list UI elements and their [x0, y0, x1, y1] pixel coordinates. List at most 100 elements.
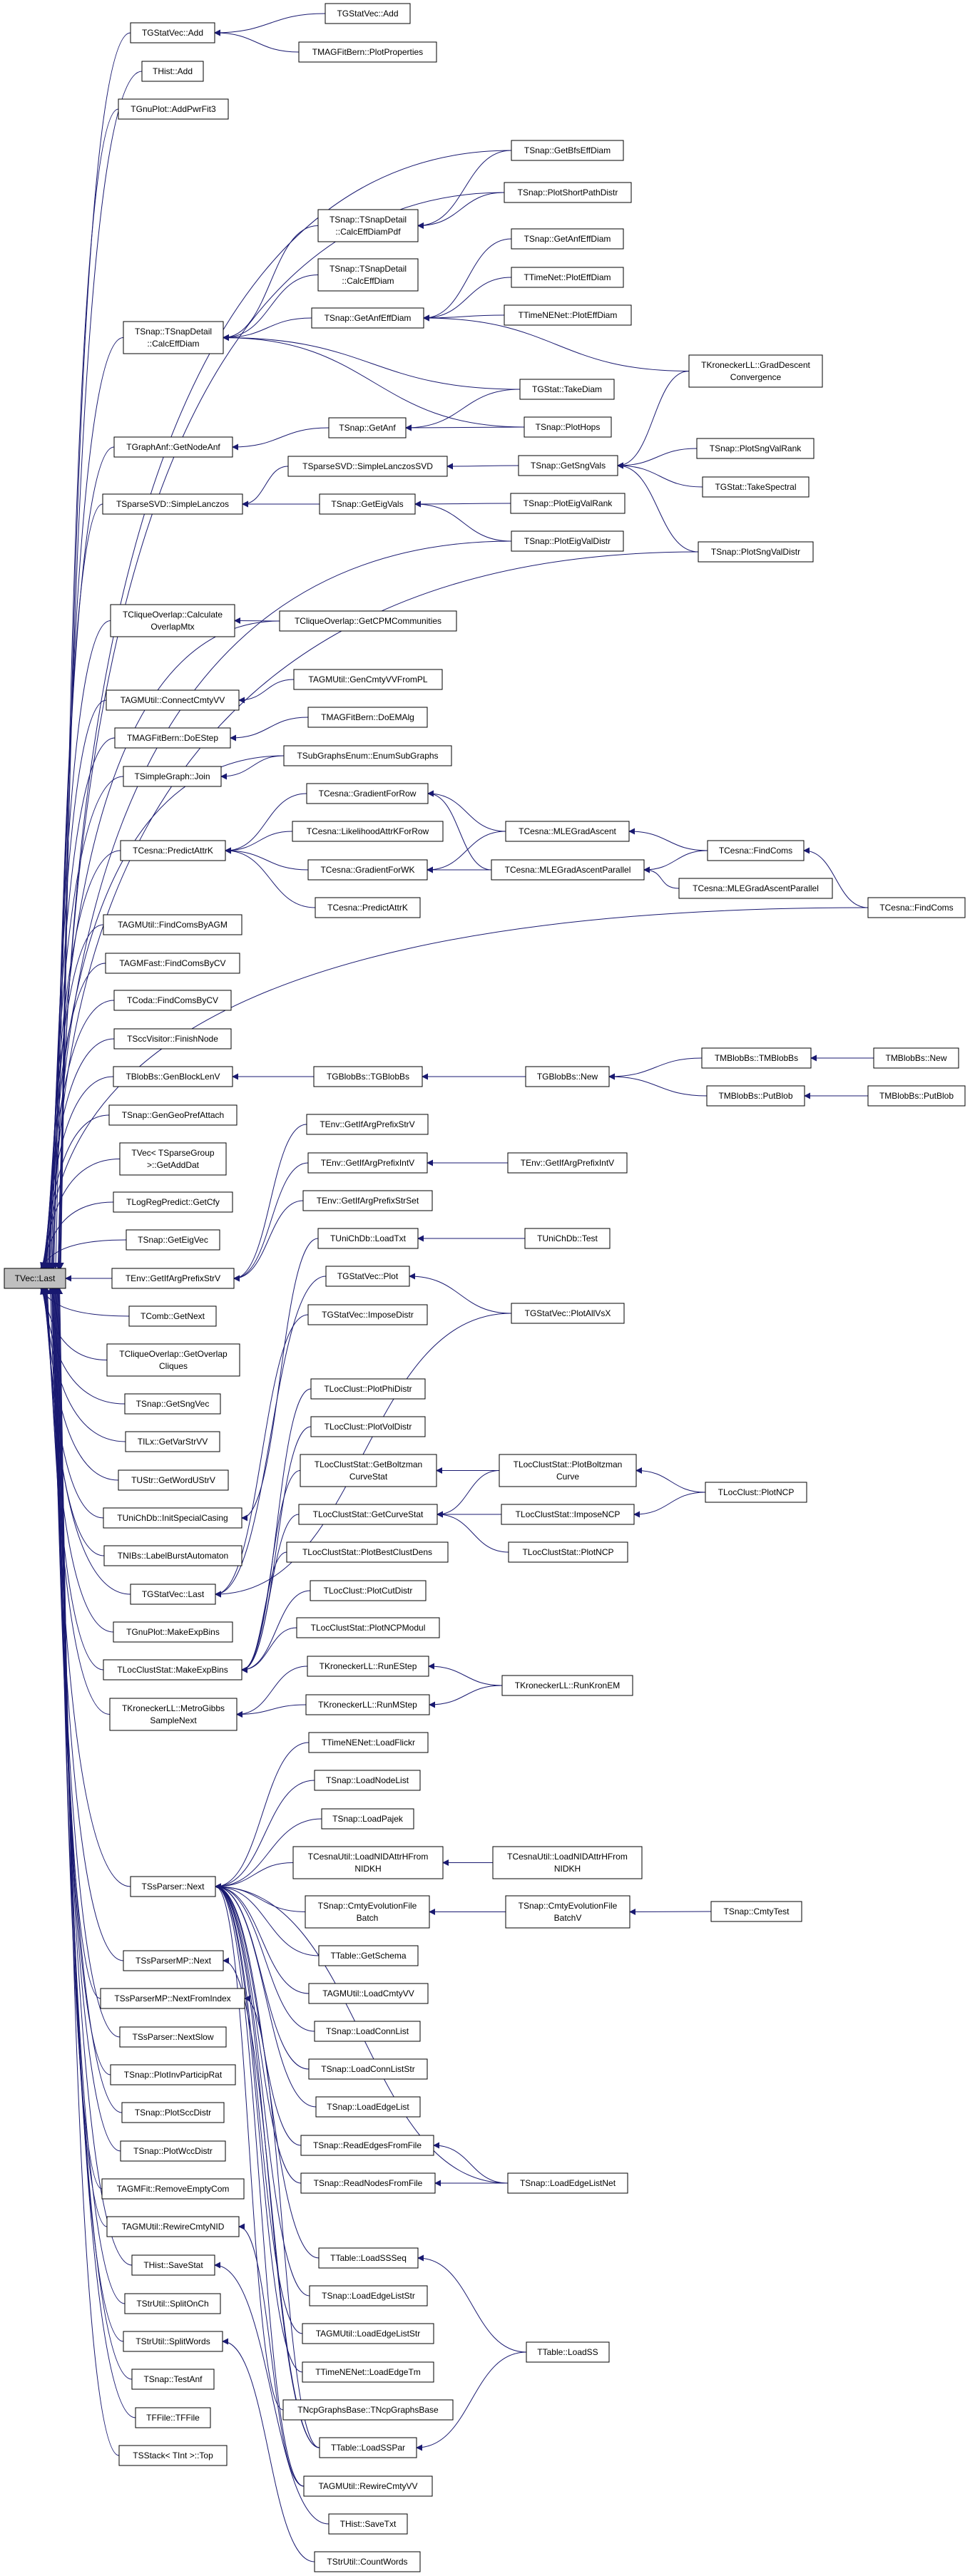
- graph-node-ncpBase[interactable]: TNcpGraphsBase::TNcpGraphsBase: [282, 2399, 454, 2421]
- graph-node-cpmComm[interactable]: TCliqueOverlap::GetCPMCommunities: [279, 610, 457, 632]
- graph-node-uniTest[interactable]: TUniChDb::Test: [524, 1228, 611, 1249]
- graph-node-gsvAllVsX[interactable]: TGStatVec::PlotAllVsX: [511, 1303, 625, 1324]
- graph-node-nextSlow[interactable]: TSsParser::NextSlow: [119, 2026, 227, 2048]
- graph-node-testAnf[interactable]: TSnap::TestAnf: [131, 2369, 215, 2390]
- graph-node-mblobCtor[interactable]: TMBlobBs::TMBlobBs: [701, 1047, 812, 1069]
- graph-node-eigVec[interactable]: TSnap::GetEigVec: [126, 1229, 220, 1251]
- graph-node-tnenPlotEff[interactable]: TTimeNENet::PlotEffDiam: [504, 304, 632, 326]
- graph-node-envStrV2[interactable]: TEnv::GetIfArgPrefixStrV: [306, 1114, 429, 1135]
- graph-node-getAddDat[interactable]: TVec< TSparseGroup>::GetAddDat: [119, 1142, 227, 1176]
- graph-node-predK2[interactable]: TCesna::PredictAttrK: [315, 897, 421, 918]
- graph-node-gsvLast[interactable]: TGStatVec::Last: [130, 1584, 216, 1605]
- graph-node-flickr[interactable]: TTimeNENet::LoadFlickr: [308, 1732, 429, 1753]
- graph-node-logReg[interactable]: TLogRegPredict::GetCfy: [113, 1191, 233, 1213]
- graph-node-mleGAP4[interactable]: TCesna::MLEGradAscentParallel: [678, 878, 833, 899]
- graph-node-runKron[interactable]: TKroneckerLL::RunKronEM: [501, 1675, 633, 1696]
- graph-node-saveTxt[interactable]: THist::SaveTxt: [328, 2513, 408, 2535]
- graph-node-histAdd[interactable]: THist::Add: [141, 61, 204, 82]
- graph-node-cutDistr[interactable]: TLocClust::PlotCutDistr: [310, 1580, 427, 1601]
- graph-node-anfEff3[interactable]: TSnap::GetAnfEffDiam: [511, 228, 624, 250]
- graph-node-gblobNew[interactable]: TGBlobBs::New: [525, 1066, 610, 1087]
- graph-node-edgeListNet[interactable]: TSnap::LoadEdgeListNet: [507, 2172, 628, 2194]
- graph-node-ssNext[interactable]: TSsParser::Next: [130, 1876, 216, 1897]
- graph-node-burstAuto[interactable]: TNIBs::LabelBurstAutomaton: [103, 1545, 242, 1566]
- graph-node-takeSpec[interactable]: TGStat::TakeSpectral: [702, 476, 810, 498]
- graph-node-plotHops[interactable]: TSnap::PlotHops: [524, 416, 612, 438]
- graph-node-edgeTm[interactable]: TTimeNENet::LoadEdgeTm: [302, 2361, 434, 2383]
- graph-node-gnuPwr[interactable]: TGnuPlot::AddPwrFit3: [118, 98, 229, 120]
- graph-node-saveStat[interactable]: THist::SaveStat: [131, 2254, 215, 2276]
- graph-node-ffile[interactable]: TFFile::TFFile: [135, 2407, 211, 2428]
- graph-node-edgeList[interactable]: TSnap::LoadEdgeList: [315, 2096, 421, 2118]
- graph-node-varStrVV[interactable]: TILx::GetVarStrVV: [125, 1431, 220, 1452]
- graph-node-removeEmpty[interactable]: TAGMFit::RemoveEmptyCom: [101, 2178, 245, 2200]
- graph-node-gsvAdd1[interactable]: TGStatVec::Add: [130, 22, 215, 43]
- graph-node-splitOnCh[interactable]: TStrUtil::SplitOnCh: [124, 2293, 221, 2314]
- graph-node-lcPlotNCP[interactable]: TLocClust::PlotNCP: [705, 1482, 807, 1503]
- graph-node-volDistr[interactable]: TLocClust::PlotVolDistr: [310, 1416, 426, 1437]
- graph-node-gradRow[interactable]: TCesna::GradientForRow: [306, 783, 429, 804]
- graph-node-sccDistr[interactable]: TSnap::PlotSccDistr: [121, 2102, 225, 2123]
- graph-node-runE[interactable]: TKroneckerLL::RunEStep: [307, 1656, 429, 1677]
- graph-node-mleGAP3[interactable]: TCesna::MLEGradAscentParallel: [491, 859, 645, 881]
- graph-node-lanczosSVD[interactable]: TSparseSVD::SimpleLanczosSVD: [287, 456, 448, 477]
- graph-node-rewireNID[interactable]: TAGMUtil::RewireCmtyNID: [106, 2216, 240, 2237]
- graph-node-bestClust[interactable]: TLocClustStat::PlotBestClustDens: [286, 1541, 449, 1563]
- graph-node-readEdges[interactable]: TSnap::ReadEdgesFromFile: [300, 2135, 434, 2156]
- graph-node-sgJoin[interactable]: TSimpleGraph::Join: [123, 766, 222, 787]
- graph-node-bfsEff[interactable]: TSnap::GetBfsEffDiam: [511, 140, 624, 161]
- graph-node-last[interactable]: TVec::Last: [4, 1268, 66, 1289]
- graph-node-lcsExp[interactable]: TLocClustStat::MakeExpBins: [103, 1659, 242, 1680]
- graph-node-sccFinish[interactable]: TSccVisitor::FinishNode: [113, 1028, 232, 1050]
- graph-node-edgeListStr[interactable]: TSnap::LoadEdgeListStr: [309, 2285, 428, 2306]
- graph-node-gsvImpose[interactable]: TGStatVec::ImposeDistr: [307, 1304, 428, 1325]
- graph-node-ssSeq[interactable]: TTable::LoadSSSeq: [318, 2247, 419, 2269]
- graph-node-rewireVV[interactable]: TAGMUtil::RewireCmtyVV: [303, 2475, 433, 2497]
- graph-node-initSpec[interactable]: TUniChDb::InitSpecialCasing: [103, 1507, 242, 1529]
- graph-node-findComs5[interactable]: TCesna::FindComs: [867, 897, 966, 918]
- graph-node-ceDiam1[interactable]: TSnap::TSnapDetail::CalcEffDiam: [123, 321, 224, 354]
- graph-node-ceDiamPdf[interactable]: TSnap::TSnapDetail::CalcEffDiamPdf: [317, 209, 419, 242]
- graph-node-loadSS[interactable]: TTable::LoadSS: [526, 2341, 610, 2363]
- graph-node-connListStr[interactable]: TSnap::LoadConnListStr: [308, 2058, 428, 2080]
- graph-node-loadCmty[interactable]: TAGMUtil::LoadCmtyVV: [308, 1983, 429, 2004]
- graph-node-ncpModul[interactable]: TLocClustStat::PlotNCPModul: [296, 1617, 440, 1638]
- graph-node-imposeNCP[interactable]: TLocClustStat::ImposeNCP: [501, 1504, 635, 1525]
- graph-node-eigValRank[interactable]: TSnap::PlotEigValRank: [510, 493, 626, 514]
- graph-node-gnuExp[interactable]: TGnuPlot::MakeExpBins: [113, 1621, 233, 1643]
- graph-node-sngVals[interactable]: TSnap::GetSngVals: [518, 455, 618, 476]
- graph-node-splitWords[interactable]: TStrUtil::SplitWords: [123, 2331, 223, 2352]
- graph-node-wccDistr[interactable]: TSnap::PlotWccDistr: [120, 2140, 226, 2162]
- graph-node-tnPlotEff[interactable]: TTimeNet::PlotEffDiam: [511, 267, 624, 288]
- graph-node-gradWK[interactable]: TCesna::GradientForWK: [307, 859, 428, 881]
- graph-node-phiDistr[interactable]: TLocClust::PlotPhiDistr: [310, 1378, 426, 1400]
- graph-node-agmFastFind[interactable]: TAGMFast::FindComsByCV: [105, 953, 240, 974]
- graph-node-agmFind[interactable]: TAGMUtil::FindComsByAGM: [103, 914, 242, 935]
- graph-node-magPlotProp[interactable]: TMAGFitBern::PlotProperties: [298, 41, 437, 63]
- graph-node-putBlob4[interactable]: TMBlobBs::PutBlob: [706, 1085, 805, 1107]
- graph-node-nodeList[interactable]: TSnap::LoadNodeList: [314, 1770, 421, 1791]
- graph-node-getAnf[interactable]: TSnap::GetAnf: [328, 417, 407, 438]
- graph-node-findComs4[interactable]: TCesna::FindComs: [707, 840, 805, 861]
- graph-node-gsvAdd2[interactable]: TGStatVec::Add: [325, 3, 411, 24]
- graph-node-envIntV3[interactable]: TEnv::GetIfArgPrefixIntV: [507, 1152, 628, 1174]
- graph-node-nodeAnf[interactable]: TGraphAnf::GetNodeAnf: [113, 436, 233, 458]
- graph-node-enumSub[interactable]: TSubGraphsEnum::EnumSubGraphs: [283, 745, 452, 766]
- graph-node-likeRow[interactable]: TCesna::LikelihoodAttrKForRow: [292, 821, 444, 842]
- graph-node-genCmty[interactable]: TAGMUtil::GenCmtyVVFromPL: [293, 669, 443, 690]
- graph-node-gsvPlot[interactable]: TGStatVec::Plot: [325, 1266, 410, 1287]
- graph-node-envStrV1[interactable]: TEnv::GetIfArgPrefixStrV: [111, 1268, 235, 1289]
- graph-node-geoPref[interactable]: TSnap::GenGeoPrefAttach: [108, 1104, 238, 1126]
- graph-node-eigValDistr[interactable]: TSnap::PlotEigValDistr: [511, 530, 624, 552]
- graph-node-eigVals[interactable]: TSnap::GetEigVals: [319, 493, 416, 515]
